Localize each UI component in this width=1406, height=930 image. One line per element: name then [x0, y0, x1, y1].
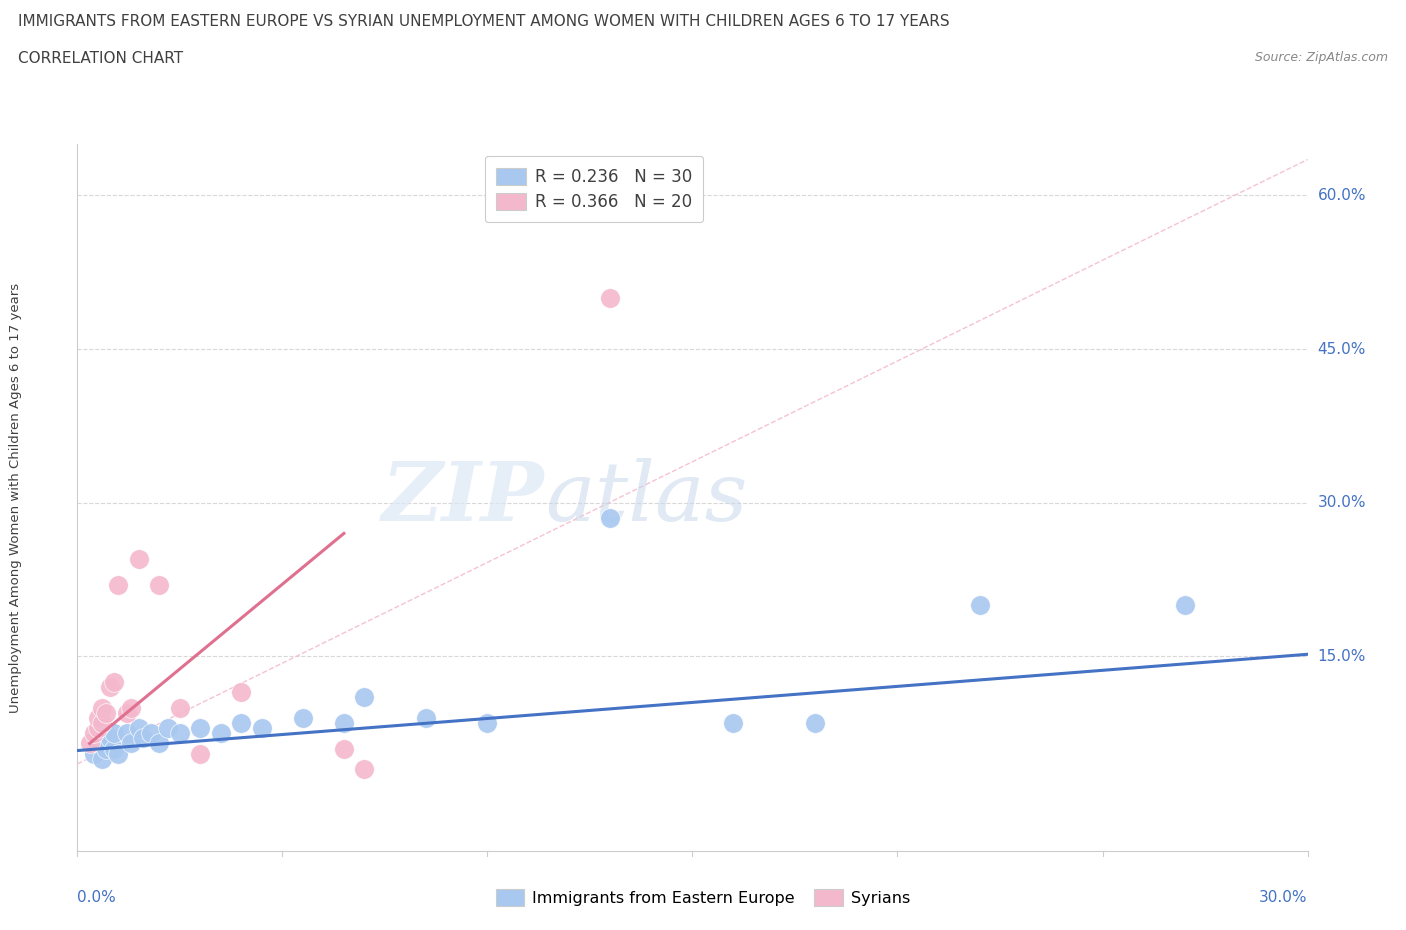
- Point: [120, 736, 142, 751]
- Point: [103, 674, 125, 689]
- Point: [333, 715, 356, 730]
- Legend: R = 0.236   N = 30, R = 0.366   N = 20: R = 0.236 N = 30, R = 0.366 N = 20: [485, 156, 703, 222]
- Point: [87, 721, 110, 736]
- Point: [132, 731, 155, 746]
- Text: atlas: atlas: [546, 458, 747, 538]
- Text: IMMIGRANTS FROM EASTERN EUROPE VS SYRIAN UNEMPLOYMENT AMONG WOMEN WITH CHILDREN : IMMIGRANTS FROM EASTERN EUROPE VS SYRIAN…: [18, 14, 950, 29]
- Point: [209, 725, 232, 740]
- Point: [90, 715, 114, 730]
- Point: [79, 736, 101, 751]
- Point: [804, 715, 827, 730]
- Point: [120, 700, 142, 715]
- Point: [148, 736, 170, 751]
- Point: [107, 578, 129, 592]
- Point: [231, 684, 253, 699]
- Point: [128, 551, 150, 566]
- Point: [969, 598, 991, 613]
- Point: [103, 741, 125, 756]
- Point: [128, 721, 150, 736]
- Point: [1174, 598, 1197, 613]
- Point: [156, 721, 179, 736]
- Point: [333, 741, 356, 756]
- Text: CORRELATION CHART: CORRELATION CHART: [18, 51, 183, 66]
- Legend: Immigrants from Eastern Europe, Syrians: Immigrants from Eastern Europe, Syrians: [489, 883, 917, 912]
- Point: [353, 762, 375, 777]
- Text: 30.0%: 30.0%: [1260, 890, 1308, 905]
- Point: [188, 721, 212, 736]
- Point: [169, 700, 191, 715]
- Point: [90, 751, 114, 766]
- Point: [141, 725, 163, 740]
- Point: [98, 680, 121, 695]
- Text: 15.0%: 15.0%: [1317, 649, 1365, 664]
- Text: 60.0%: 60.0%: [1317, 188, 1365, 203]
- Text: 45.0%: 45.0%: [1317, 341, 1365, 356]
- Point: [94, 741, 117, 756]
- Point: [169, 725, 191, 740]
- Point: [90, 700, 114, 715]
- Point: [94, 705, 117, 720]
- Point: [250, 721, 273, 736]
- Point: [87, 736, 110, 751]
- Point: [291, 711, 314, 725]
- Point: [477, 715, 499, 730]
- Text: ZIP: ZIP: [382, 458, 546, 538]
- Point: [599, 511, 621, 525]
- Point: [115, 725, 138, 740]
- Point: [115, 705, 138, 720]
- Point: [103, 725, 125, 740]
- Point: [231, 715, 253, 730]
- Point: [353, 690, 375, 705]
- Point: [723, 715, 745, 730]
- Point: [107, 746, 129, 761]
- Point: [98, 731, 121, 746]
- Text: 0.0%: 0.0%: [77, 890, 117, 905]
- Text: 30.0%: 30.0%: [1317, 495, 1365, 511]
- Point: [188, 746, 212, 761]
- Text: Unemployment Among Women with Children Ages 6 to 17 years: Unemployment Among Women with Children A…: [10, 283, 22, 712]
- Point: [87, 711, 110, 725]
- Point: [148, 578, 170, 592]
- Point: [83, 746, 105, 761]
- Point: [599, 290, 621, 305]
- Point: [415, 711, 437, 725]
- Point: [83, 725, 105, 740]
- Text: Source: ZipAtlas.com: Source: ZipAtlas.com: [1254, 51, 1388, 64]
